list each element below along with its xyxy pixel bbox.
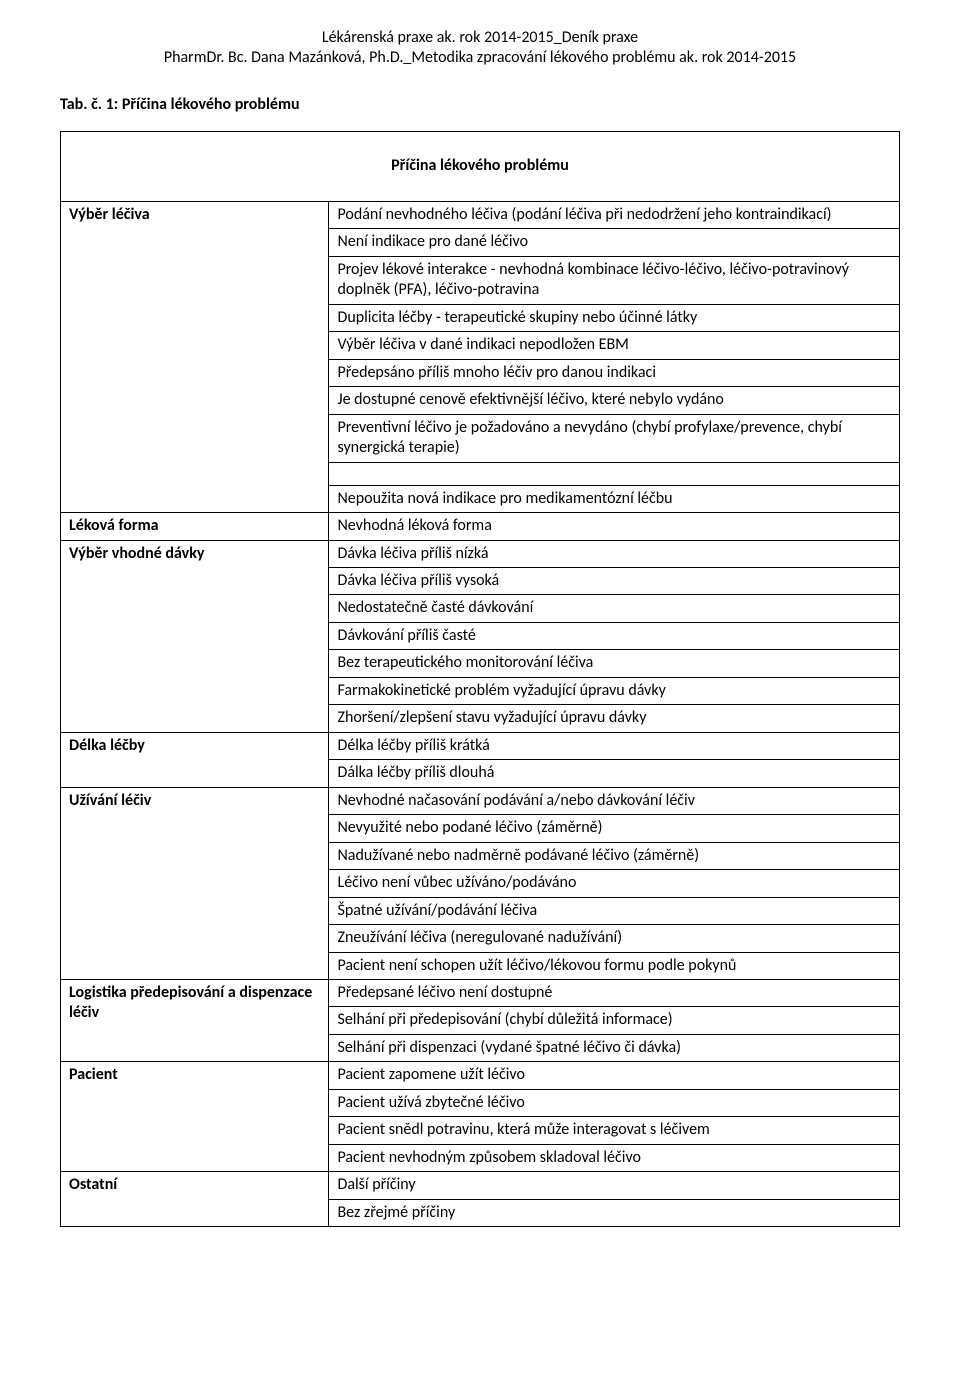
cause-cell: Je dostupné cenově efektivnější léčivo, … xyxy=(329,387,900,414)
cause-cell: Projev lékové interakce - nevhodná kombi… xyxy=(329,256,900,304)
cause-cell: Další příčiny xyxy=(329,1172,900,1199)
table-row: OstatníDalší příčiny xyxy=(61,1172,900,1199)
cause-cell: Pacient zapomene užít léčivo xyxy=(329,1062,900,1089)
category-label: Užívání léčiv xyxy=(61,787,329,979)
table-title: Příčina lékového problému xyxy=(61,132,900,201)
cause-cell: Podání nevhodného léčiva (podání léčiva … xyxy=(329,201,900,228)
cause-cell: Dávkování příliš časté xyxy=(329,622,900,649)
category-label: Logistika předepisování a dispenzace léč… xyxy=(61,980,329,1062)
cause-cell: Dálka léčby příliš dlouhá xyxy=(329,760,900,787)
table-row: Léková formaNevhodná léková forma xyxy=(61,513,900,540)
cause-cell: Zhoršení/zlepšení stavu vyžadující úprav… xyxy=(329,705,900,732)
cause-cell: Nadužívané nebo nadměrně podávané léčivo… xyxy=(329,842,900,869)
table-row: Výběr vhodné dávkyDávka léčiva příliš ní… xyxy=(61,540,900,567)
header-line-1: Lékárenská praxe ak. rok 2014-2015_Deník… xyxy=(60,28,900,48)
category-label: Pacient xyxy=(61,1062,329,1172)
table-row: Délka léčbyDélka léčby příliš krátká xyxy=(61,732,900,759)
cause-cell: Bez zřejmé příčiny xyxy=(329,1199,900,1226)
cause-cell: Nevhodné načasování podávání a/nebo dávk… xyxy=(329,787,900,814)
category-label: Výběr léčiva xyxy=(61,201,329,512)
cause-cell: Pacient snědl potravinu, která může inte… xyxy=(329,1117,900,1144)
cause-cell: Pacient užívá zbytečné léčivo xyxy=(329,1089,900,1116)
cause-cell: Předepsáno příliš mnoho léčiv pro danou … xyxy=(329,359,900,386)
drp-causes-table: Příčina lékového problémuVýběr léčivaPod… xyxy=(60,131,900,1227)
cause-cell: Pacient není schopen užít léčivo/lékovou… xyxy=(329,952,900,979)
category-label: Léková forma xyxy=(61,513,329,540)
table-row: Užívání léčivNevhodné načasování podáván… xyxy=(61,787,900,814)
table-row: Logistika předepisování a dispenzace léč… xyxy=(61,980,900,1007)
page-header: Lékárenská praxe ak. rok 2014-2015_Deník… xyxy=(60,28,900,69)
cause-cell: Selhání při dispenzaci (vydané špatné lé… xyxy=(329,1034,900,1061)
cause-cell: Farmakokinetické problém vyžadující úpra… xyxy=(329,677,900,704)
cause-cell xyxy=(329,462,900,485)
category-label: Ostatní xyxy=(61,1172,329,1227)
table-row: PacientPacient zapomene užít léčivo xyxy=(61,1062,900,1089)
cause-cell: Dávka léčiva příliš nízká xyxy=(329,540,900,567)
cause-cell: Nevyužité nebo podané léčivo (záměrně) xyxy=(329,815,900,842)
cause-cell: Nepoužita nová indikace pro medikamentóz… xyxy=(329,485,900,512)
cause-cell: Není indikace pro dané léčivo xyxy=(329,229,900,256)
cause-cell: Dávka léčiva příliš vysoká xyxy=(329,567,900,594)
cause-cell: Duplicita léčby - terapeutické skupiny n… xyxy=(329,304,900,331)
cause-cell: Nevhodná léková forma xyxy=(329,513,900,540)
cause-cell: Výběr léčiva v dané indikaci nepodložen … xyxy=(329,332,900,359)
table-row: Výběr léčivaPodání nevhodného léčiva (po… xyxy=(61,201,900,228)
cause-cell: Předepsané léčivo není dostupné xyxy=(329,980,900,1007)
table-caption: Tab. č. 1: Příčina lékového problému xyxy=(60,95,900,115)
cause-cell: Délka léčby příliš krátká xyxy=(329,732,900,759)
cause-cell: Léčivo není vůbec užíváno/podáváno xyxy=(329,870,900,897)
cause-cell: Bez terapeutického monitorování léčiva xyxy=(329,650,900,677)
category-label: Výběr vhodné dávky xyxy=(61,540,329,732)
category-label: Délka léčby xyxy=(61,732,329,787)
cause-cell: Zneužívání léčiva (neregulované nadužívá… xyxy=(329,925,900,952)
cause-cell: Selhání při předepisování (chybí důležit… xyxy=(329,1007,900,1034)
cause-cell: Pacient nevhodným způsobem skladoval léč… xyxy=(329,1144,900,1171)
cause-cell: Preventivní léčivo je požadováno a nevyd… xyxy=(329,414,900,462)
cause-cell: Nedostatečně časté dávkování xyxy=(329,595,900,622)
header-line-2: PharmDr. Bc. Dana Mazánková, Ph.D._Metod… xyxy=(60,48,900,68)
cause-cell: Špatné užívání/podávání léčiva xyxy=(329,897,900,924)
